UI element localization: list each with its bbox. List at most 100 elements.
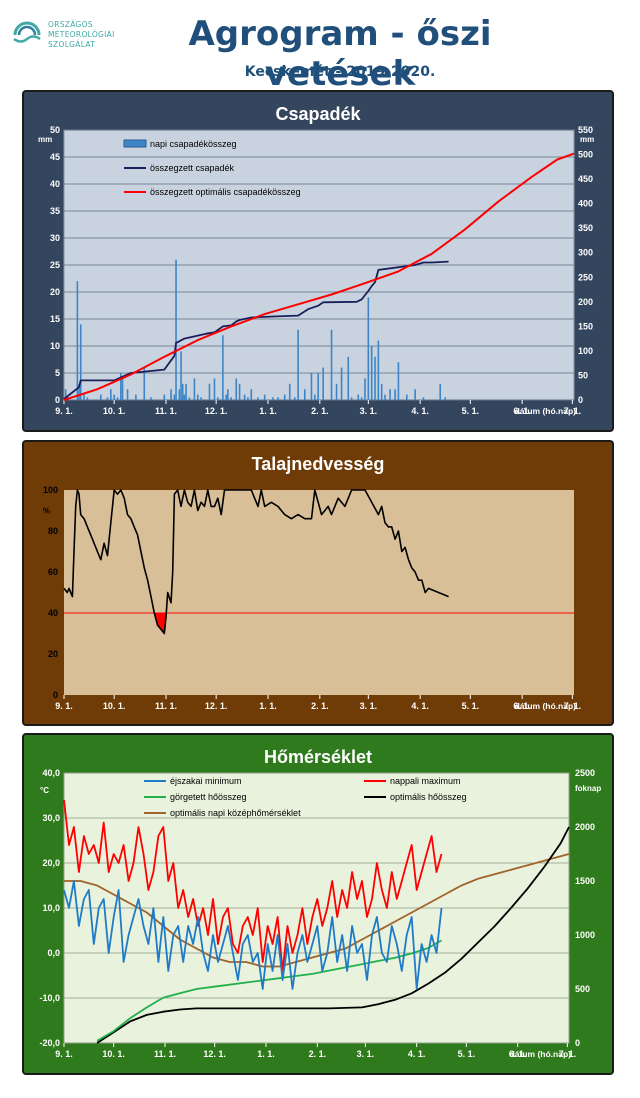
legend: napi csapadékösszeg összegzett csapadék ös… <box>123 139 301 197</box>
y-tick-label: 100 <box>43 485 58 495</box>
legend-swatch-bars <box>123 139 147 148</box>
precip-bar <box>263 394 266 400</box>
x-tick-label: 5. 1. <box>458 1049 476 1059</box>
logo-text-line1: ORSZÁGOS <box>48 20 93 29</box>
x-tick-label: 2. 1. <box>309 1049 327 1059</box>
x-tick-label: 4. 1. <box>408 1049 426 1059</box>
precip-bar <box>422 397 425 400</box>
precip-bar <box>225 394 227 400</box>
legend-label: optimális hőösszeg <box>390 792 467 802</box>
legend-label: nappali maximum <box>390 776 461 786</box>
soil-moisture-chart: Talajnedvesség 0 20 40 60 80 100% 9. 1. 10. 1. 11… <box>22 440 614 726</box>
precip-bar <box>340 367 343 400</box>
precip-bar <box>380 383 383 400</box>
precip-bar <box>389 389 391 400</box>
logo-text-line3: SZOLGÁLAT <box>48 40 96 49</box>
x-tick-label: 1. 1. <box>259 406 277 416</box>
precip-bar <box>314 394 316 400</box>
y-left-axis-label: °C <box>40 786 49 795</box>
y-right-tick-label: 50 <box>578 370 588 380</box>
precip-bar <box>347 356 350 400</box>
precip-bar <box>439 383 442 400</box>
y-tick-label: 20 <box>48 649 58 659</box>
y-tick-label: 60 <box>48 567 58 577</box>
precip-bar <box>180 351 182 400</box>
legend-label: görgetett hőösszeg <box>170 792 247 802</box>
cumulative-precip-line <box>63 260 449 400</box>
page-subtitle: Kecskemét - 2019-2020. <box>244 64 436 80</box>
y-left-tick-label: 25 <box>50 260 60 270</box>
x-tick-label: 1. 1. <box>257 1049 275 1059</box>
x-tick-label: 7. 1. <box>559 1049 577 1059</box>
x-tick-label: 3. 1. <box>360 701 378 711</box>
temperature-panel: Hőmérséklet -20,0 -10,0 0,0 10,0 20,0 30,0 40,0… <box>22 733 614 1075</box>
y-left-tick-label: 40,0 <box>42 768 60 778</box>
precip-bar <box>297 329 299 400</box>
precip-bar <box>310 373 313 400</box>
precip-bar <box>238 383 241 400</box>
temperature-chart: Hőmérséklet -20,0 -10,0 0,0 10,0 20,0 30,0 40,0… <box>22 733 614 1075</box>
y-left-tick-label: 15 <box>50 314 60 324</box>
x-tick-label: 9. 1. <box>55 701 73 711</box>
x-tick-label: 11. 1. <box>154 1049 176 1059</box>
precip-bar <box>170 389 172 400</box>
x-tick-label: 11. 1. <box>155 701 177 711</box>
precip-bar <box>350 397 353 400</box>
x-tick-label: 6. 1. <box>513 406 531 416</box>
precip-bar <box>99 394 102 400</box>
y-right-tick-label: 500 <box>575 984 590 994</box>
legend-label: optimális napi középhőmérséklet <box>170 808 301 818</box>
y-axis-label: % <box>43 507 50 516</box>
legend-label: éjszakai minimum <box>170 776 242 786</box>
y-tick-label: 80 <box>48 526 58 536</box>
precip-bar <box>247 397 249 400</box>
y-left-tick-label: -10,0 <box>39 993 60 1003</box>
soil-moisture-panel: Talajnedvesség 0 20 40 60 80 100% 9. 1. 10. 1. 11… <box>22 440 614 726</box>
y-left-tick-label: 0 <box>55 395 60 405</box>
precip-bar <box>116 397 119 400</box>
precip-bar <box>283 394 286 400</box>
y-right-tick-label: 450 <box>578 174 593 184</box>
precip-bars <box>64 259 447 400</box>
precip-bar <box>143 367 146 400</box>
precip-bar <box>86 397 89 400</box>
y-right-tick-label: 2500 <box>575 768 595 778</box>
precip-bar <box>64 389 67 400</box>
precip-bar <box>135 394 137 400</box>
y-right-tick-label: 550 <box>578 125 593 135</box>
night-min-line <box>63 880 443 990</box>
x-tick-label: 4. 1. <box>411 406 429 416</box>
precip-bar <box>397 362 400 400</box>
precip-bar <box>257 397 259 400</box>
x-tick-label: 11. 1. <box>155 406 177 416</box>
x-tick-label: 9. 1. <box>55 1049 73 1059</box>
precipitation-panel: Csapadék 0 5 10 15 20 25 30 35 40 45 50 0 50 100 150 200… <box>22 90 614 432</box>
x-axis-label: dátum (hó.nap) <box>510 1049 572 1059</box>
precip-bar <box>188 397 191 400</box>
y-right-tick-label: 0 <box>578 395 583 405</box>
precip-bar <box>277 397 279 400</box>
legend-label: összegzett csapadék <box>150 163 235 173</box>
precip-bar <box>330 329 333 400</box>
y-left-tick-label: 30 <box>50 233 60 243</box>
y-left-tick-label: 20,0 <box>42 858 60 868</box>
optimal-heat-sum-line <box>96 826 570 1044</box>
optimal-cumulative-precip-line <box>63 152 575 401</box>
x-tick-label: 10. 1. <box>103 406 126 416</box>
y-left-tick-label: 0,0 <box>47 948 60 958</box>
omsz-logo-mark <box>13 21 41 43</box>
x-tick-label: 9. 1. <box>55 406 73 416</box>
legend-label: napi csapadékösszeg <box>150 139 237 149</box>
precip-bar <box>250 389 253 400</box>
legend-label: összegzett optimális csapadékösszeg <box>150 187 301 197</box>
chart-title: Csapadék <box>275 104 361 124</box>
y-right-tick-label: 500 <box>578 150 593 160</box>
precip-bar <box>76 281 79 400</box>
x-tick-label: 10. 1. <box>103 701 126 711</box>
precip-bar <box>367 297 370 400</box>
precip-bar <box>181 383 184 400</box>
precip-bar <box>384 394 386 400</box>
y-right-tick-label: 400 <box>578 199 593 209</box>
x-tick-label: 12. 1. <box>205 406 228 416</box>
precip-bar <box>120 373 122 400</box>
